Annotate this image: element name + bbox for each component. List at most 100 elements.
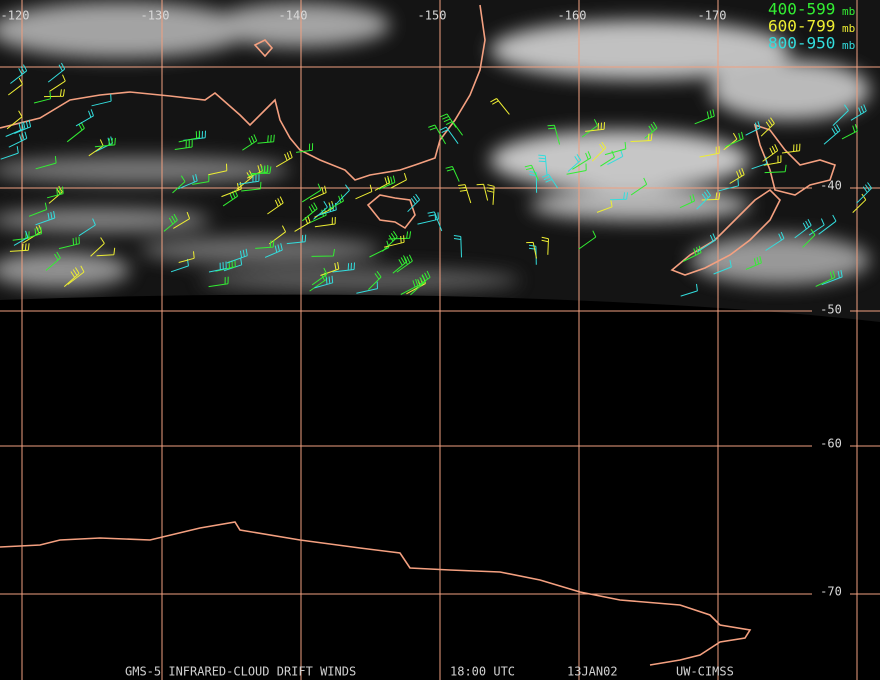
wind-barb — [591, 141, 607, 162]
wind-barb — [178, 173, 198, 190]
wind-barb — [694, 109, 715, 125]
wind-barb — [781, 143, 801, 154]
wind-barb — [47, 62, 66, 83]
legend-unit: mb — [842, 5, 855, 18]
wind-barb — [267, 196, 284, 215]
wind-barb — [396, 254, 413, 273]
latitude-label: -70 — [820, 585, 842, 599]
wind-barb — [794, 218, 812, 239]
wind-barb — [178, 251, 195, 263]
wind-barb — [808, 218, 825, 236]
wind-barb — [718, 178, 739, 192]
wind-barb — [163, 213, 178, 232]
wind-barb — [314, 275, 334, 289]
wind-barb — [390, 172, 407, 189]
longitude-label: -160 — [558, 9, 587, 23]
wind-barb — [63, 267, 80, 287]
wind-barb — [174, 139, 193, 150]
wind-barb — [585, 122, 605, 132]
wind-barb — [724, 131, 744, 148]
wind-barb — [762, 144, 779, 162]
wind-barb — [67, 265, 85, 285]
wind-barb — [9, 243, 30, 252]
legend-range: 600-799 — [768, 17, 835, 36]
wind-barb — [751, 156, 768, 170]
wind-barb — [90, 237, 105, 257]
wind-barb — [316, 202, 337, 217]
wind-barb — [644, 121, 658, 139]
wind-barb — [682, 245, 702, 262]
wind-barb — [14, 119, 32, 134]
wind-barb — [241, 181, 262, 192]
wind-barb — [745, 121, 761, 136]
wind-barb — [400, 278, 419, 295]
wind-barb — [313, 200, 328, 220]
wind-barb — [765, 231, 785, 251]
wind-barb — [7, 77, 23, 96]
wind-barb — [407, 193, 421, 213]
wind-barb — [440, 113, 457, 128]
wind-barb — [35, 211, 56, 226]
wind-barb — [679, 194, 696, 209]
wind-barb — [760, 117, 775, 137]
footer-source: UW-CIMSS — [676, 665, 734, 679]
wind-barb — [311, 249, 335, 257]
wind-barb — [172, 175, 186, 194]
wind-barb — [388, 231, 412, 240]
wind-barb — [355, 184, 373, 200]
longitude-label: -120 — [1, 9, 30, 23]
wind-barb — [208, 163, 228, 176]
latitude-label: -60 — [820, 437, 842, 451]
latitude-label: -40 — [820, 179, 842, 193]
wind-barb — [600, 150, 615, 167]
wind-barb — [286, 234, 307, 245]
wind-barb — [301, 183, 322, 203]
wind-barb — [221, 181, 242, 198]
wind-barb — [630, 133, 653, 143]
wind-barb — [745, 255, 762, 270]
wind-barb — [445, 166, 460, 182]
wind-barbs — [0, 62, 873, 297]
wind-barb — [208, 261, 227, 273]
wind-barb — [696, 189, 711, 210]
longitude-label: -130 — [141, 9, 170, 23]
wind-barb — [852, 193, 867, 213]
wind-barb — [96, 247, 116, 257]
latitude-label: -50 — [820, 303, 842, 317]
wind-barb — [46, 186, 64, 199]
wind-barb — [264, 243, 283, 258]
wind-barb — [332, 262, 355, 273]
wind-barb — [222, 189, 239, 207]
wind-barb — [486, 184, 495, 205]
wind-barb — [78, 218, 96, 237]
legend-unit: mb — [842, 39, 855, 52]
wind-barb — [567, 154, 582, 172]
wind-barb — [572, 151, 592, 170]
wind-barb — [630, 177, 648, 196]
wind-barb — [173, 211, 191, 229]
wind-barb — [268, 225, 287, 245]
wind-barb — [392, 255, 408, 274]
wind-barb — [192, 174, 210, 185]
legend-range: 400-599 — [768, 0, 835, 19]
wind-barb — [526, 241, 537, 259]
wind-barb — [823, 124, 841, 145]
wind-barb — [578, 230, 597, 250]
wind-barb — [94, 137, 116, 148]
wind-barb — [609, 192, 629, 201]
legend: 400-599 mb 600-799 mb 800-950 mb — [768, 0, 855, 53]
longitude-label: -170 — [698, 9, 727, 23]
wind-barb — [850, 104, 867, 121]
wind-barb — [0, 146, 19, 160]
wind-barb — [75, 109, 94, 127]
wind-barb — [88, 139, 104, 157]
wind-barb — [45, 251, 61, 271]
wind-barb — [275, 150, 293, 168]
wind-barb — [538, 154, 548, 177]
wind-barb — [701, 192, 721, 201]
wind-barb — [410, 275, 427, 296]
wind-barb — [301, 202, 318, 222]
wind-barb — [255, 240, 275, 249]
